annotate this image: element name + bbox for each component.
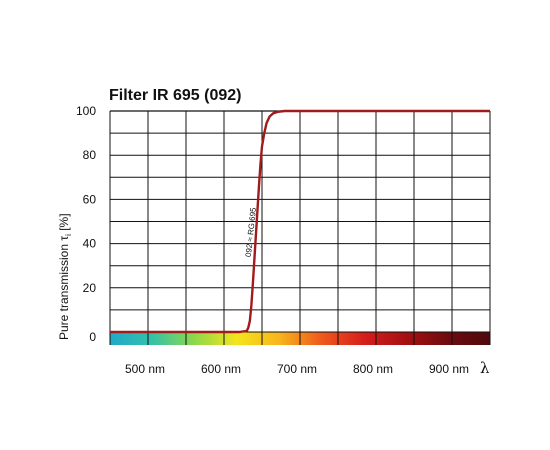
series-line xyxy=(110,109,490,334)
y-tick-label: 100 xyxy=(76,104,96,118)
y-axis-label-main: Pure transmission τ xyxy=(57,236,71,340)
y-tick-label: 40 xyxy=(83,237,97,251)
x-tick-label: 900 nm xyxy=(429,362,469,376)
x-tick-label: 500 nm xyxy=(125,362,165,376)
x-axis-label: λ xyxy=(480,359,490,377)
x-tick-labels: 500 nm 600 nm 700 nm 800 nm 900 nm xyxy=(125,362,469,376)
y-tick-label: 0 xyxy=(89,330,96,344)
chart-title: Filter IR 695 (092) xyxy=(109,87,242,104)
x-tick-label: 600 nm xyxy=(201,362,241,376)
x-tick-label: 800 nm xyxy=(353,362,393,376)
y-axis-label-unit: [%] xyxy=(57,213,71,234)
y-tick-labels: 0 20 40 60 80 100 xyxy=(76,104,96,344)
y-axis-label: Pure transmission τi [%] xyxy=(57,213,73,340)
y-tick-label: 60 xyxy=(83,192,97,206)
series-group: 092 ≈ RG 695 xyxy=(110,109,490,334)
vertical-gridlines xyxy=(109,111,491,345)
y-tick-label: 80 xyxy=(83,148,97,162)
y-axis-label-subscript: i xyxy=(64,234,73,236)
x-tick-label: 700 nm xyxy=(277,362,317,376)
y-tick-label: 20 xyxy=(83,281,97,295)
